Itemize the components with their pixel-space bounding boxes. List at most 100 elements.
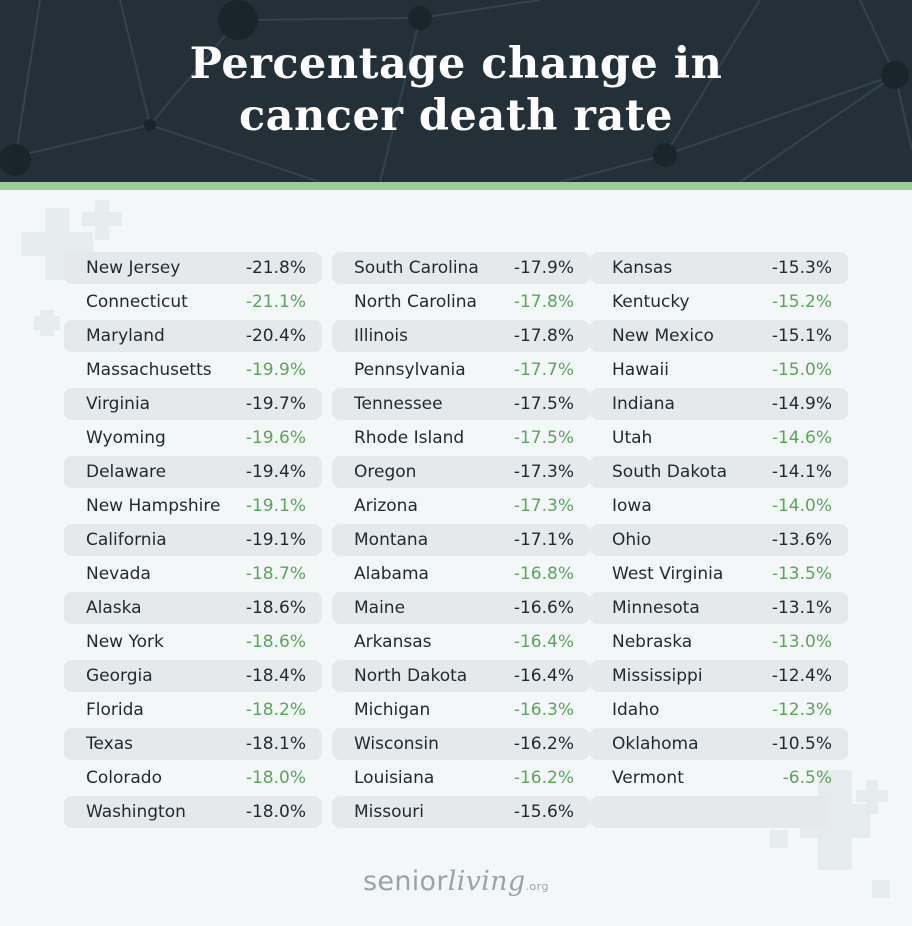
state-name: Washington: [86, 802, 186, 822]
death-rate-change: -15.0%: [771, 360, 832, 380]
state-name: Tennessee: [354, 394, 443, 414]
table-row: Arkansas -16.4%: [332, 626, 590, 658]
state-name: New York: [86, 632, 164, 652]
death-rate-change: -18.4%: [245, 666, 306, 686]
death-rate-change: -18.0%: [245, 768, 306, 788]
state-name: Massachusetts: [86, 360, 212, 380]
table-row: New Jersey -21.8%: [64, 252, 322, 284]
death-rate-change: -14.6%: [771, 428, 832, 448]
death-rate-change: -18.0%: [245, 802, 306, 822]
state-name: Virginia: [86, 394, 151, 414]
state-name: Wisconsin: [354, 734, 439, 754]
death-rate-change: -13.1%: [771, 598, 832, 618]
table-row: Oregon -17.3%: [332, 456, 590, 488]
state-name: South Dakota: [612, 462, 728, 482]
table-row: Massachusetts -19.9%: [64, 354, 322, 386]
table-row: Nevada -18.7%: [64, 558, 322, 590]
state-name: California: [86, 530, 167, 550]
death-rate-change: -15.2%: [771, 292, 832, 312]
state-name: Pennsylvania: [354, 360, 466, 380]
death-rate-change: -13.6%: [771, 530, 832, 550]
state-name: Louisiana: [354, 768, 435, 788]
state-name: Missouri: [354, 802, 424, 822]
table-row: Maryland -20.4%: [64, 320, 322, 352]
table-row: Texas -18.1%: [64, 728, 322, 760]
death-rate-change: -15.6%: [513, 802, 574, 822]
death-rate-change: -6.5%: [782, 768, 832, 788]
death-rate-change: -21.8%: [245, 258, 306, 278]
death-rate-change: -14.1%: [771, 462, 832, 482]
state-name: Texas: [86, 734, 133, 754]
table-row: Georgia -18.4%: [64, 660, 322, 692]
table-row: Alaska -18.6%: [64, 592, 322, 624]
table-row: New York -18.6%: [64, 626, 322, 658]
state-name: Nevada: [86, 564, 151, 584]
death-rate-change: -19.1%: [245, 530, 306, 550]
death-rate-change: -18.7%: [245, 564, 306, 584]
state-name: Connecticut: [86, 292, 188, 312]
accent-stripe: [0, 182, 912, 190]
state-name: New Hampshire: [86, 496, 221, 516]
table-row: South Carolina -17.9%: [332, 252, 590, 284]
state-name: Illinois: [354, 326, 408, 346]
death-rate-change: -14.0%: [771, 496, 832, 516]
table-row: North Carolina -17.8%: [332, 286, 590, 318]
state-name: Michigan: [354, 700, 431, 720]
table-row: Oklahoma -10.5%: [590, 728, 848, 760]
death-rate-change: -19.9%: [245, 360, 306, 380]
state-name: Rhode Island: [354, 428, 465, 448]
table-row: Nebraska -13.0%: [590, 626, 848, 658]
death-rate-change: -14.9%: [771, 394, 832, 414]
state-name: Iowa: [612, 496, 652, 516]
state-name: Nebraska: [612, 632, 693, 652]
death-rate-change: -19.7%: [245, 394, 306, 414]
state-name: North Carolina: [354, 292, 477, 312]
state-name: Oklahoma: [612, 734, 699, 754]
death-rate-change: -16.2%: [513, 734, 574, 754]
table-row: Kentucky -15.2%: [590, 286, 848, 318]
table-row: Delaware -19.4%: [64, 456, 322, 488]
table-row: Missouri -15.6%: [332, 796, 590, 828]
death-rate-change: -18.1%: [245, 734, 306, 754]
death-rate-change: -16.3%: [513, 700, 574, 720]
state-name: Wyoming: [86, 428, 166, 448]
state-name: Arizona: [354, 496, 418, 516]
death-rate-change: -21.1%: [245, 292, 306, 312]
death-rate-change: -15.1%: [771, 326, 832, 346]
state-name: Arkansas: [354, 632, 432, 652]
state-name: Alabama: [354, 564, 429, 584]
death-rate-change: -16.2%: [513, 768, 574, 788]
state-name: New Mexico: [612, 326, 714, 346]
state-name: Maine: [354, 598, 406, 618]
death-rate-change: -16.6%: [513, 598, 574, 618]
table-row: Idaho -12.3%: [590, 694, 848, 726]
state-name: Utah: [612, 428, 653, 448]
table-row: Hawaii -15.0%: [590, 354, 848, 386]
table-row: Maine -16.6%: [332, 592, 590, 624]
state-name: Minnesota: [612, 598, 700, 618]
logo-prefix: senior: [363, 866, 448, 897]
table-row: Kansas -15.3%: [590, 252, 848, 284]
death-rate-change: -17.5%: [513, 428, 574, 448]
death-rate-change: -18.2%: [245, 700, 306, 720]
death-rate-change: -16.4%: [513, 632, 574, 652]
state-name: Florida: [86, 700, 144, 720]
table-row: Montana -17.1%: [332, 524, 590, 556]
table-row: New Mexico -15.1%: [590, 320, 848, 352]
death-rate-change: -12.3%: [771, 700, 832, 720]
death-rate-change: -19.1%: [245, 496, 306, 516]
table-row: Louisiana -16.2%: [332, 762, 590, 794]
state-name: Montana: [354, 530, 429, 550]
state-name: Vermont: [612, 768, 684, 788]
death-rate-change: -12.4%: [771, 666, 832, 686]
state-name: Alaska: [86, 598, 142, 618]
death-rate-change: -19.6%: [245, 428, 306, 448]
seniorliving-logo: seniorliving.org: [0, 866, 912, 897]
table-row: Iowa -14.0%: [590, 490, 848, 522]
death-rate-change: -17.1%: [513, 530, 574, 550]
state-name: Oregon: [354, 462, 417, 482]
death-rate-change: -18.6%: [245, 632, 306, 652]
state-name: Maryland: [86, 326, 165, 346]
table-row: Indiana -14.9%: [590, 388, 848, 420]
table-row: Rhode Island -17.5%: [332, 422, 590, 454]
